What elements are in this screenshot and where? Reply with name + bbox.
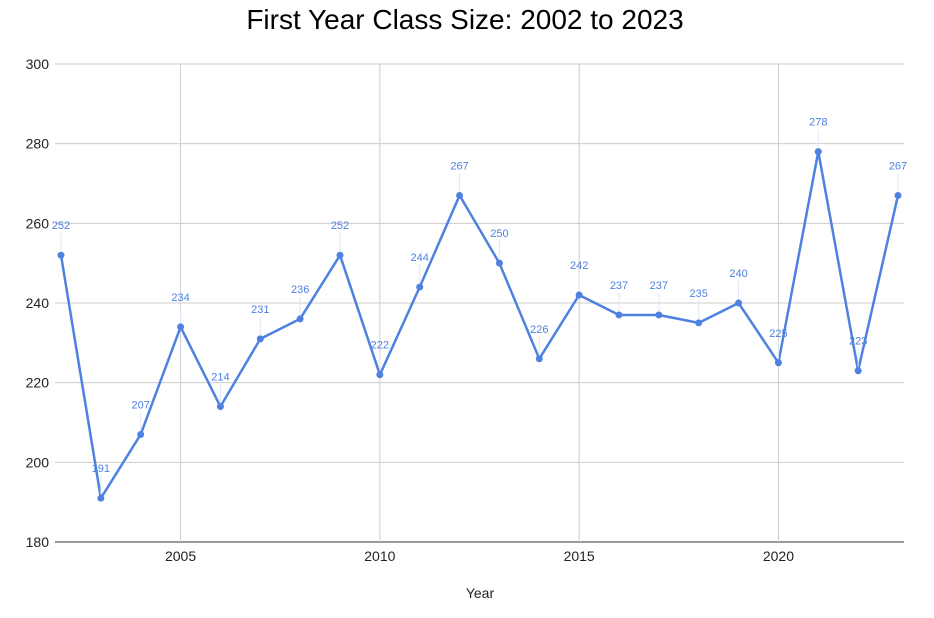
x-tick-label: 2005	[165, 548, 196, 564]
data-points	[57, 148, 902, 502]
data-label: 223	[849, 336, 867, 348]
data-label: 252	[331, 220, 349, 232]
data-point	[256, 335, 264, 343]
data-point	[655, 311, 663, 319]
data-label: 226	[530, 324, 548, 336]
x-axis-title: Year	[466, 585, 495, 601]
data-point	[495, 259, 503, 267]
data-label: 267	[450, 160, 468, 172]
data-label: 252	[52, 220, 70, 232]
data-point	[97, 494, 105, 502]
data-label: 225	[769, 328, 787, 340]
data-label: 250	[490, 228, 508, 240]
data-label: 237	[610, 280, 628, 292]
data-label: 234	[171, 292, 189, 304]
data-point	[535, 355, 543, 363]
data-label: 235	[690, 288, 708, 300]
data-point	[735, 299, 743, 307]
grid	[55, 63, 904, 543]
data-point	[774, 359, 782, 367]
data-point	[376, 371, 384, 379]
data-point	[854, 367, 862, 375]
y-tick-label: 260	[26, 215, 50, 231]
chart-title: First Year Class Size: 2002 to 2023	[246, 4, 683, 35]
y-tick-label: 300	[26, 56, 50, 72]
data-point	[296, 315, 304, 323]
data-point	[894, 191, 902, 199]
data-label: 214	[211, 372, 229, 384]
data-point	[177, 323, 185, 331]
data-label: 240	[729, 268, 747, 280]
data-label: 237	[650, 280, 668, 292]
data-label: 222	[371, 340, 389, 352]
data-point	[456, 191, 464, 199]
y-tick-label: 220	[26, 375, 50, 391]
y-axis: 180 200 220 240 260 280 300	[26, 56, 50, 550]
x-tick-label: 2015	[564, 548, 595, 564]
data-label: 231	[251, 304, 269, 316]
y-tick-label: 240	[26, 295, 50, 311]
data-point	[814, 148, 822, 156]
x-axis: 2005 2010 2015 2020	[165, 548, 794, 564]
data-label: 191	[92, 463, 110, 475]
x-tick-label: 2020	[763, 548, 794, 564]
data-label: 207	[132, 399, 150, 411]
data-point	[137, 430, 145, 438]
x-tick-label: 2010	[364, 548, 395, 564]
series-line	[59, 150, 900, 500]
data-point	[216, 403, 224, 411]
data-label: 267	[889, 160, 907, 172]
data-point	[416, 283, 424, 291]
y-tick-label: 200	[26, 454, 50, 470]
y-tick-label: 280	[26, 136, 50, 152]
data-label: 244	[411, 252, 429, 264]
data-label: 242	[570, 260, 588, 272]
y-tick-label: 180	[26, 534, 50, 550]
data-label: 236	[291, 284, 309, 296]
data-point	[695, 319, 703, 327]
data-labels: 252 191 207 234 214 231 236 252 222 244 267 250 226 2…	[52, 117, 907, 495]
data-point	[336, 251, 344, 259]
data-point	[615, 311, 623, 319]
data-point	[57, 251, 65, 259]
data-point	[575, 291, 583, 299]
data-label: 278	[809, 117, 827, 129]
